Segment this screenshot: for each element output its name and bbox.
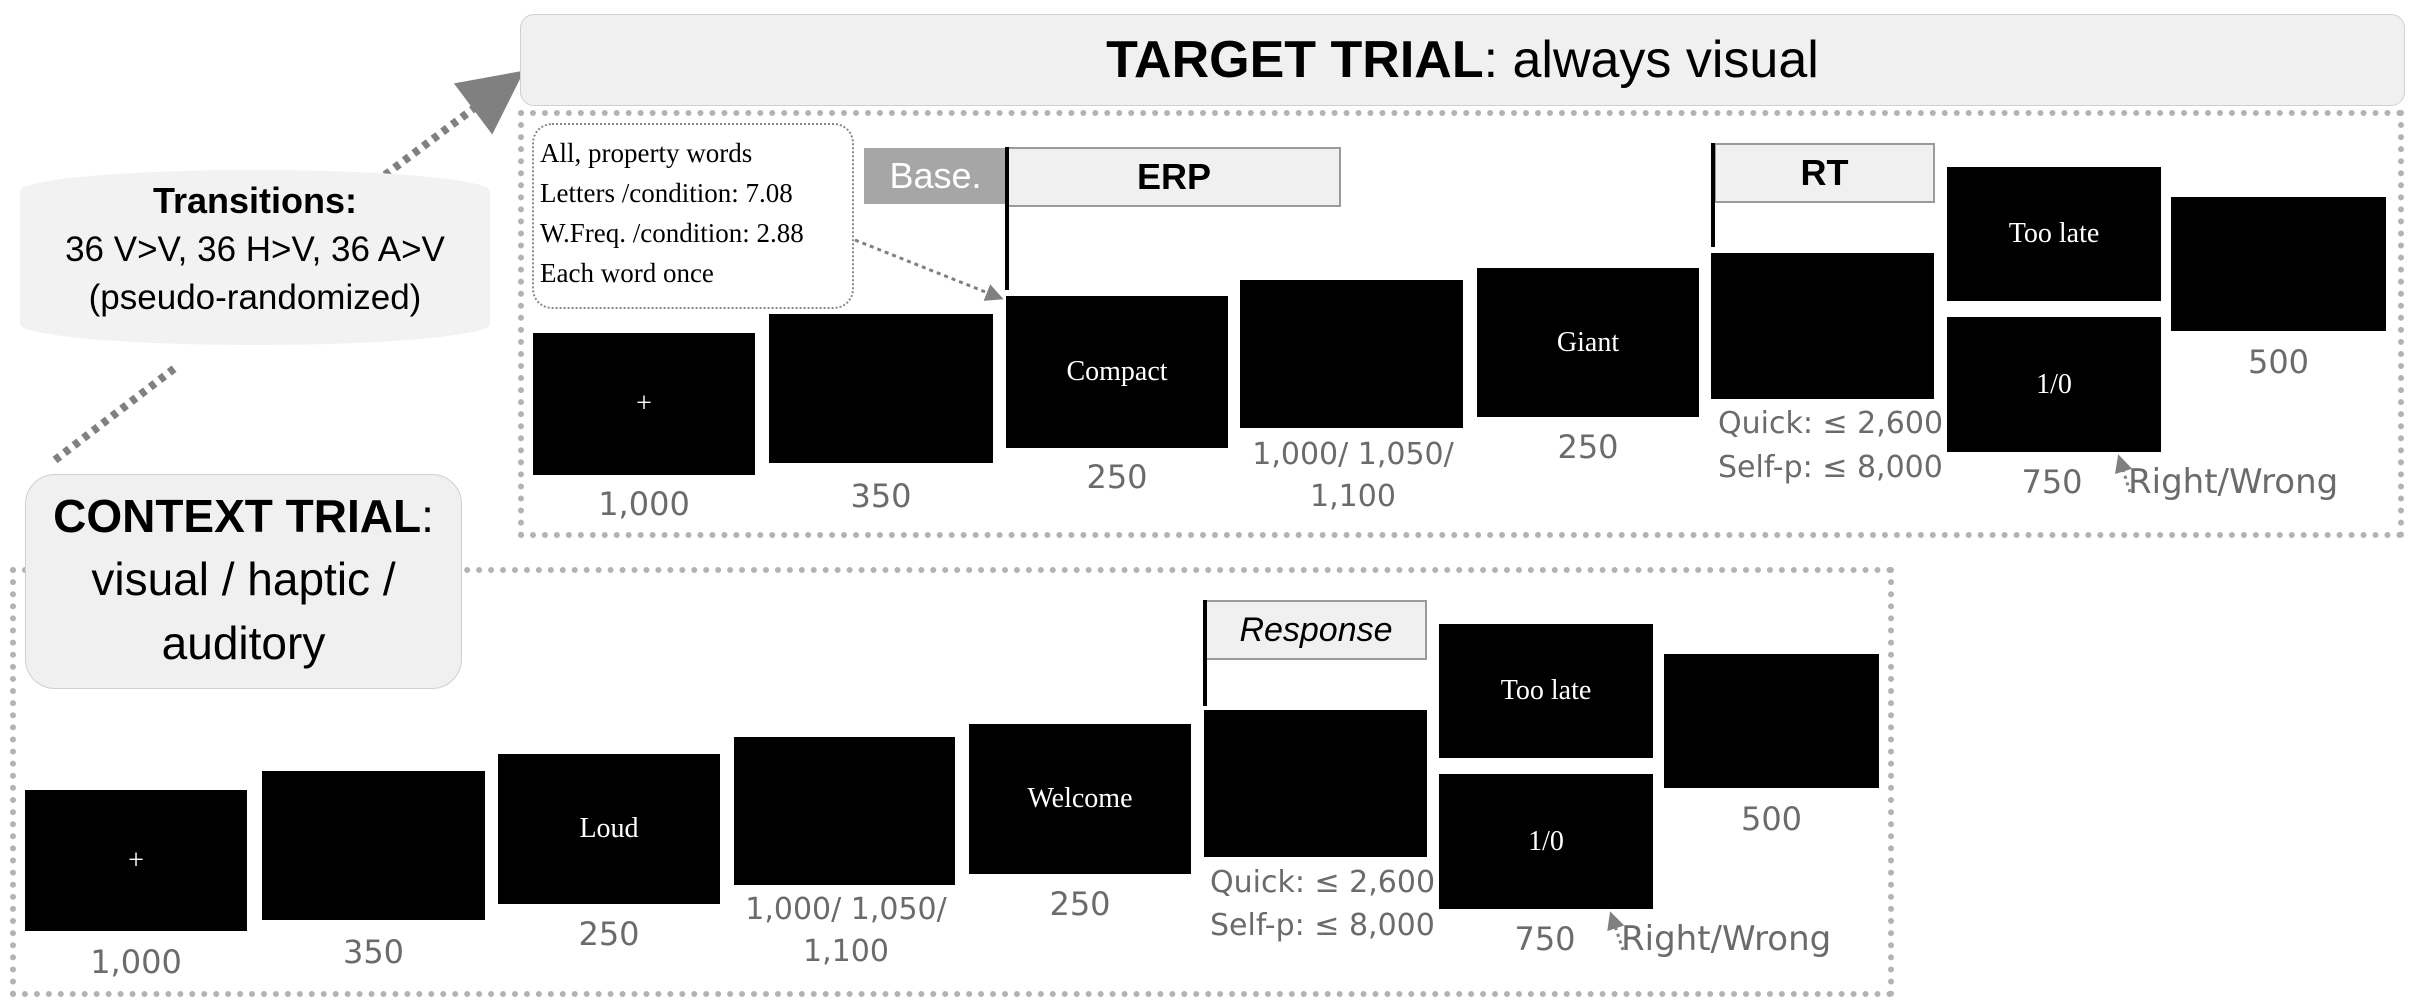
info-line: Letters /condition: 7.08 (540, 178, 793, 208)
context-trial-frame (10, 567, 1894, 997)
context-end-screen (1664, 654, 1879, 788)
target-word-duration: 250 (1086, 458, 1148, 496)
context-isi-screen (734, 737, 955, 885)
target-word-screen: Compact (1006, 296, 1228, 448)
response-onset-marker (1203, 600, 1207, 706)
transitions-counts: 36 V>V, 36 H>V, 36 A>V (65, 230, 445, 269)
context-trial-header: CONTEXT TRIAL: visual / haptic / auditor… (25, 474, 462, 689)
target-response-quick: Quick: ≤ 2,600 (1718, 406, 1944, 441)
context-trial-colon: : (421, 490, 434, 542)
context-response-screen (1204, 710, 1427, 857)
arrow-target-feedback-note (2114, 454, 2133, 493)
response-label: Response (1205, 600, 1427, 660)
context-feedback-screen: 1/0 (1439, 774, 1653, 909)
context-end-duration: 500 (1740, 800, 1803, 838)
target-feedback-screen: 1/0 (1947, 317, 2161, 452)
target-trial-header: TARGET TRIAL: always visual (520, 14, 2405, 106)
context-feedback-note: Right/Wrong (1621, 919, 1832, 959)
context-trial-modalities-cont: auditory (161, 617, 326, 669)
context-word-screen: Loud (498, 754, 720, 904)
arrow-from-context (52, 364, 178, 464)
target-isi-screen (1240, 280, 1463, 428)
context-isi-duration: 1,000/ 1,050/ 1,100 (745, 892, 947, 969)
response-label-text: Response (1239, 610, 1393, 649)
target-end-screen (2171, 197, 2386, 331)
erp-label: ERP (1007, 147, 1341, 207)
erp-onset-marker (1005, 147, 1009, 290)
target-word2-duration: 250 (1557, 428, 1619, 466)
rt-label: RT (1714, 143, 1935, 203)
context-blank-duration: 350 (342, 933, 405, 971)
target-blank-screen (769, 314, 993, 463)
rt-onset-marker (1711, 143, 1715, 247)
target-trial-title: TARGET TRIAL (1106, 31, 1484, 89)
target-isi-duration: 1,000/ 1,050/ 1,100 (1252, 437, 1454, 514)
stimulus-info-box: All, property words Letters /condition: … (532, 123, 854, 309)
target-response-self-paced: Self-p: ≤ 8,000 (1718, 450, 1943, 485)
transitions-note: (pseudo-randomized) (88, 278, 422, 317)
transitions-label: Transitions: 36 V>V, 36 H>V, 36 A>V (pse… (20, 170, 490, 345)
context-word2-screen: Welcome (969, 724, 1191, 874)
target-fixation-screen: + (533, 333, 755, 475)
context-trial-modalities: visual / haptic / (91, 553, 396, 605)
context-blank-screen (262, 771, 485, 920)
target-trial-subtitle: : always visual (1483, 31, 1819, 89)
target-blank-duration: 350 (850, 477, 912, 515)
context-response-quick: Quick: ≤ 2,600 (1210, 865, 1436, 900)
target-feedback-note: Right/Wrong (2128, 462, 2339, 502)
target-word2-screen: Giant (1477, 268, 1699, 417)
context-word2-duration: 250 (1049, 885, 1111, 923)
target-trial-frame (518, 110, 2404, 538)
context-fixation-duration: 1,000 (90, 943, 182, 981)
target-too-late-screen: Too late (1947, 167, 2161, 301)
info-line: W.Freq. /condition: 2.88 (540, 218, 804, 248)
arrow-context-feedback-note (1607, 911, 1625, 951)
arrow-to-target (382, 70, 525, 179)
arrow-info-to-word (854, 238, 1004, 301)
context-word-duration: 250 (578, 915, 640, 953)
target-end-duration: 500 (2247, 343, 2310, 381)
context-trial-title: CONTEXT TRIAL (53, 490, 422, 542)
target-feedback-duration: 750 (2021, 463, 2083, 501)
info-line: Each word once (540, 258, 714, 288)
context-feedback-duration: 750 (1514, 920, 1576, 958)
info-line: All, property words (540, 138, 753, 168)
context-too-late-screen: Too late (1439, 624, 1653, 758)
transitions-title: Transitions: (152, 180, 358, 221)
baseline-label: Base. (864, 148, 1007, 204)
target-response-screen (1711, 253, 1934, 399)
target-fixation-duration: 1,000 (598, 485, 690, 523)
context-response-self-paced: Self-p: ≤ 8,000 (1210, 908, 1435, 943)
context-fixation-screen: + (25, 790, 247, 931)
